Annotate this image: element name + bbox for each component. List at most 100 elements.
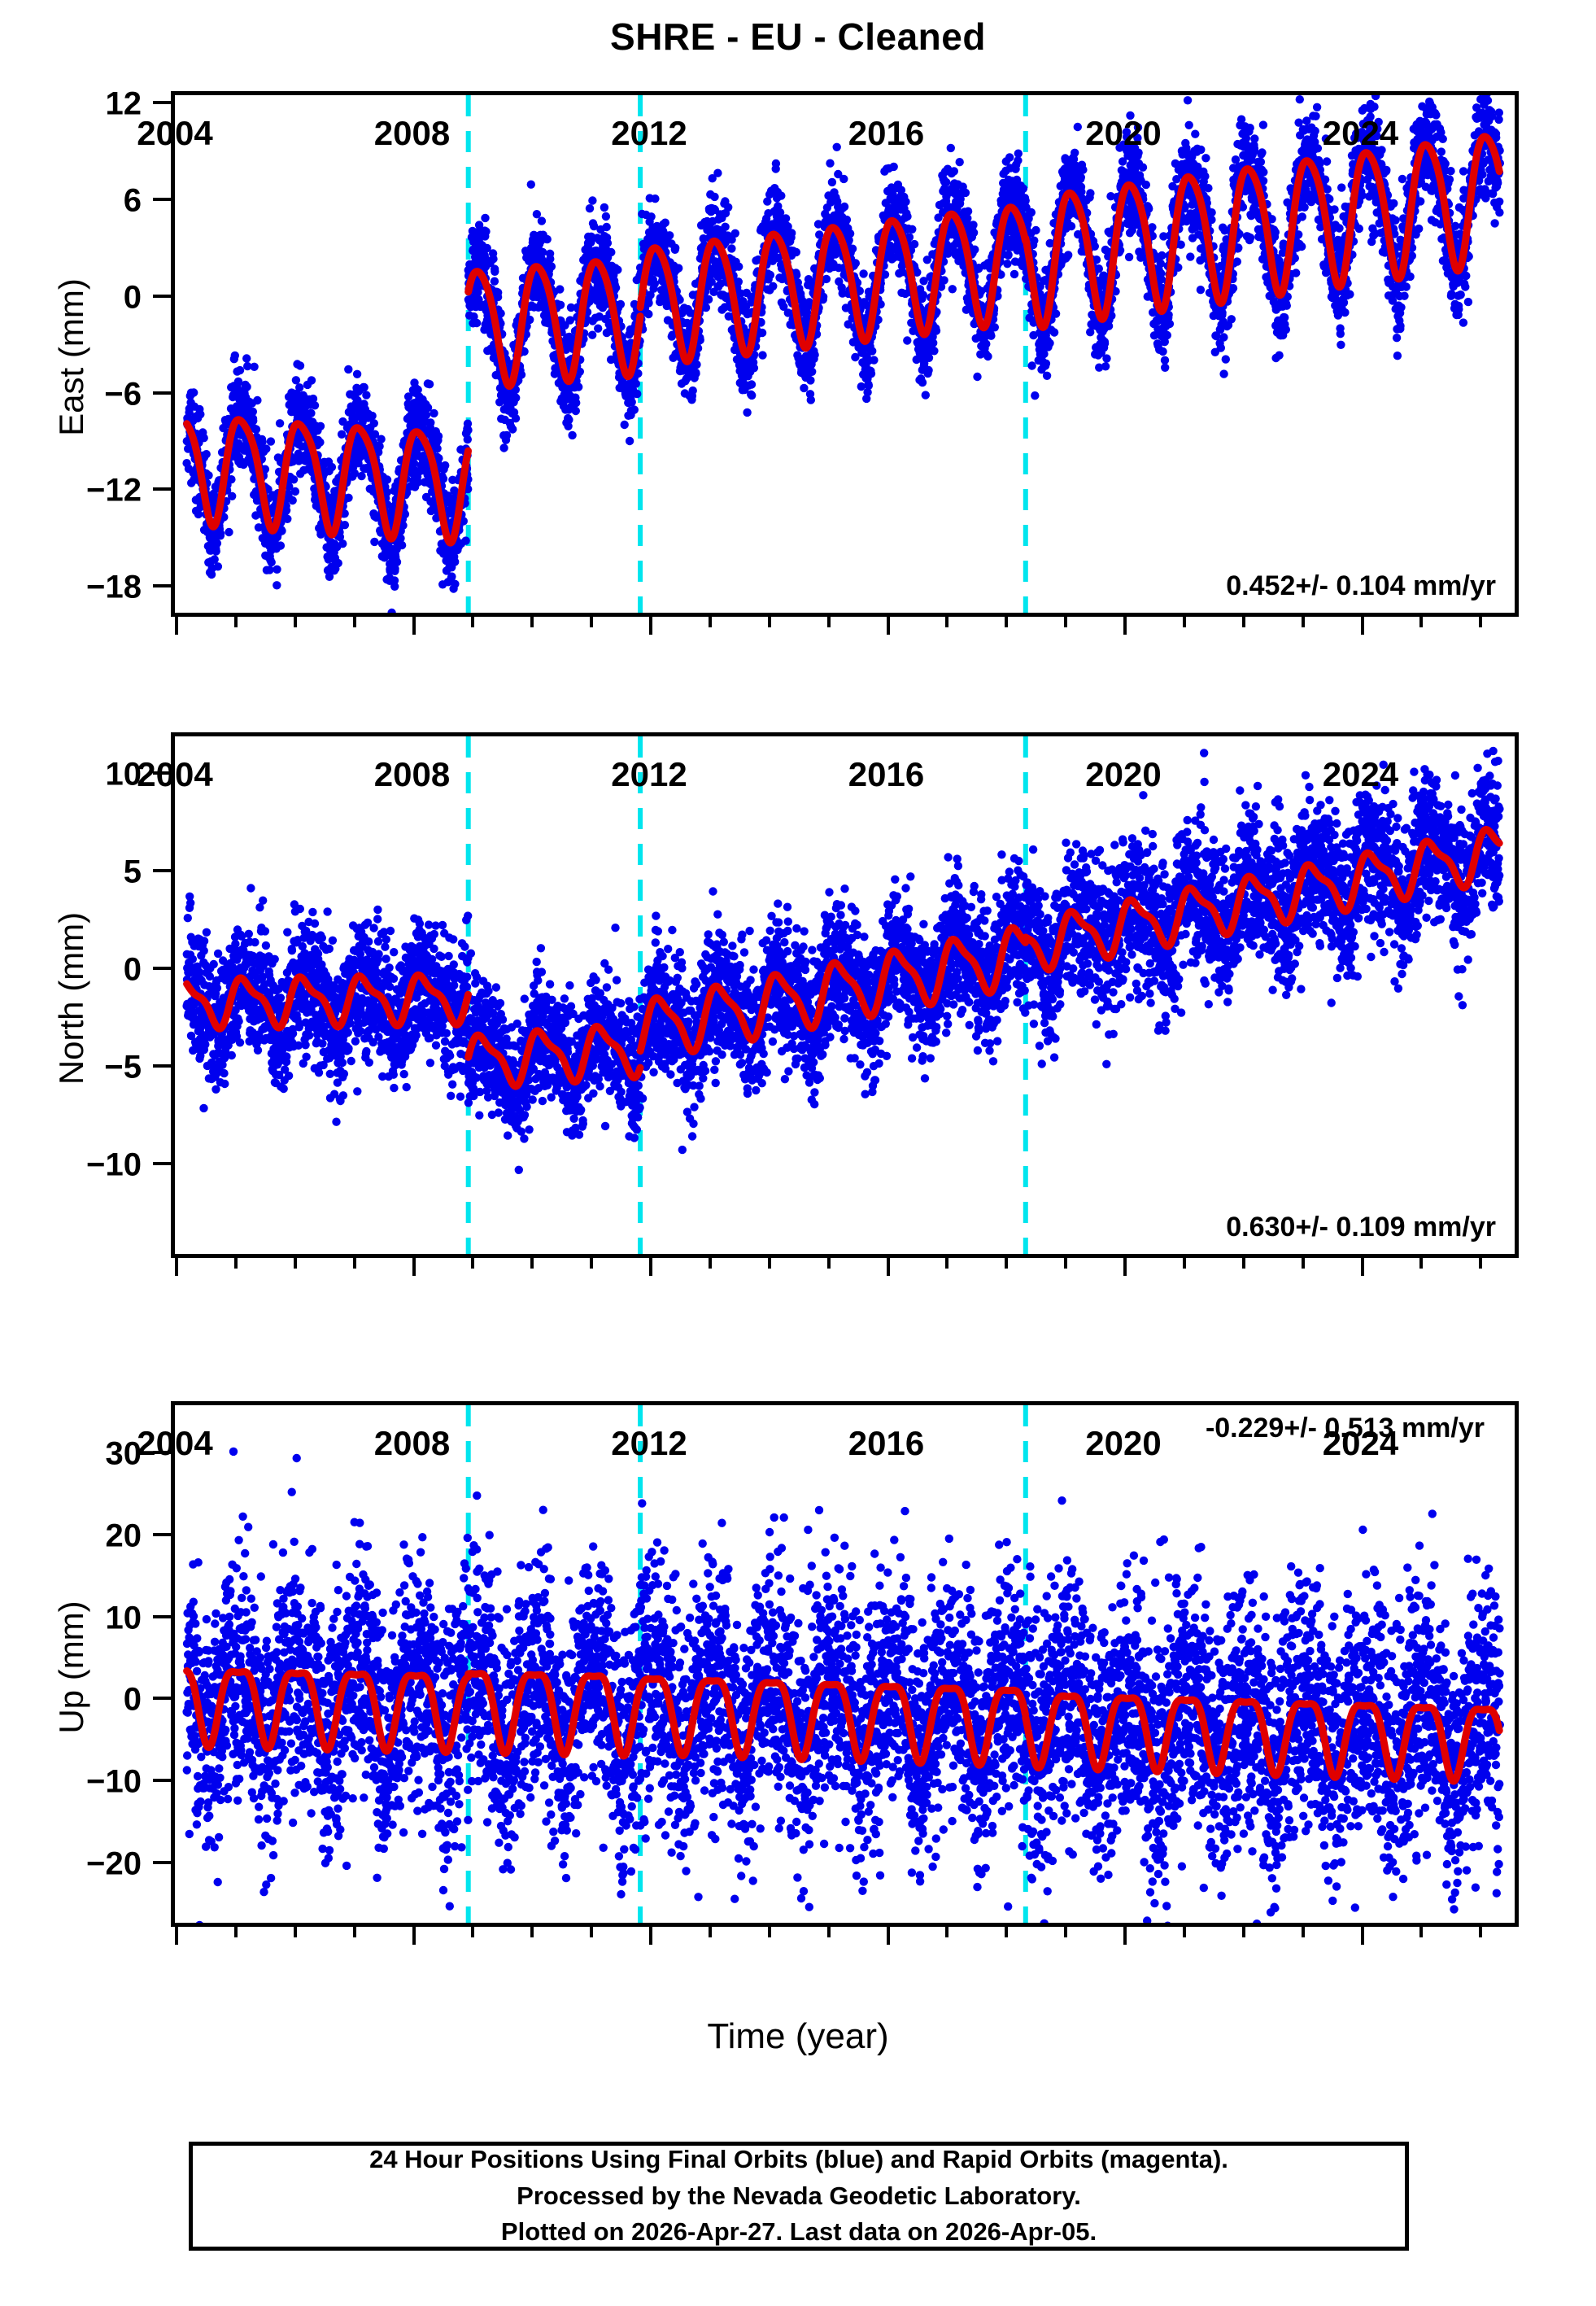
x-tick-label: 2004: [137, 1424, 212, 1463]
x-tick-minor: [293, 617, 297, 627]
y-tick: −12: [86, 473, 171, 509]
y-tick: −10: [86, 1147, 171, 1183]
x-tick-minor: [826, 1258, 831, 1269]
x-tick-label: 2008: [374, 114, 450, 153]
panel-up-frame: [171, 1401, 1519, 1927]
y-tick: 10: [106, 757, 171, 793]
y-tick: −6: [104, 376, 171, 412]
x-tick-minor: [1419, 1258, 1424, 1269]
x-tick-minor: [1479, 617, 1483, 627]
panel-north-canvas: [175, 736, 1515, 1254]
y-tick-label: 6: [124, 182, 142, 219]
x-tick-minor: [590, 1927, 594, 1937]
up-plot-svg: [182, 1405, 1505, 1923]
x-tick-minor: [1064, 617, 1068, 627]
x-tick-minor: [1064, 1258, 1068, 1269]
y-tick: 10: [106, 1600, 171, 1636]
x-tick-minor: [708, 1927, 712, 1937]
x-tick-label: 2016: [848, 114, 924, 153]
y-tick: −5: [104, 1050, 171, 1085]
x-tick-label: 2004: [137, 114, 212, 153]
x-tick-minor: [945, 1927, 949, 1937]
north-axis-label: North (mm): [52, 876, 91, 1120]
x-tick-minor: [708, 1258, 712, 1269]
x-tick-minor: [1005, 1927, 1009, 1937]
up-rate-annotation: -0.229+/- 0.513 mm/yr: [1206, 1413, 1485, 1444]
x-tick: [412, 1927, 416, 1945]
x-tick-label: 2004: [137, 755, 212, 794]
x-tick-minor: [1241, 617, 1245, 627]
x-tick: [1123, 1927, 1127, 1945]
x-tick-minor: [1419, 617, 1424, 627]
x-tick-minor: [590, 617, 594, 627]
x-tick-minor: [233, 617, 238, 627]
page-title: SHRE - EU - Cleaned: [0, 15, 1596, 59]
x-tick-label: 2012: [611, 755, 687, 794]
x-tick-label: 2016: [848, 1424, 924, 1463]
panel-north-frame: [171, 732, 1519, 1258]
y-tick-label: 10: [106, 757, 142, 793]
x-tick-minor: [471, 1927, 475, 1937]
x-tick-minor: [471, 1258, 475, 1269]
panel-east-frame: [171, 91, 1519, 617]
y-tick: 0: [124, 279, 171, 315]
x-tick-label: 2024: [1323, 755, 1398, 794]
y-tick-label: −20: [86, 1846, 142, 1883]
x-tick-minor: [233, 1258, 238, 1269]
y-tick-label: −5: [104, 1050, 142, 1086]
x-tick: [412, 617, 416, 635]
x-tick-label: 2008: [374, 755, 450, 794]
x-tick-minor: [1241, 1258, 1245, 1269]
caption-line-3: Plotted on 2026-Apr-27. Last data on 202…: [501, 2214, 1097, 2251]
y-tick: −20: [86, 1846, 171, 1882]
y-tick-label: 0: [124, 279, 142, 316]
panel-up-canvas: [175, 1405, 1515, 1923]
up-axis-label: Up (mm): [52, 1545, 91, 1789]
x-tick-minor: [1241, 1927, 1245, 1937]
caption-box: 24 Hour Positions Using Final Orbits (bl…: [189, 2142, 1409, 2251]
x-tick-minor: [352, 1927, 356, 1937]
y-tick-label: −18: [86, 570, 142, 606]
y-tick-label: 0: [124, 952, 142, 989]
x-tick-minor: [1419, 1927, 1424, 1937]
x-tick: [1123, 617, 1127, 635]
x-tick-minor: [1005, 617, 1009, 627]
y-tick: 0: [124, 952, 171, 988]
y-tick-label: −10: [86, 1764, 142, 1801]
y-tick-label: −10: [86, 1147, 142, 1184]
x-tick: [886, 1258, 890, 1276]
x-tick: [886, 617, 890, 635]
y-tick-label: −6: [104, 376, 142, 413]
x-tick-minor: [767, 617, 771, 627]
panel-east: 12 6 0 −6 −12 −18 2004 2008 2012 2016 2020 2024 0.4…: [86, 85, 1519, 635]
y-tick-label: 10: [106, 1600, 142, 1636]
y-tick-label: 5: [124, 854, 142, 891]
x-tick-minor: [826, 617, 831, 627]
x-tick-label: 2020: [1085, 1424, 1161, 1463]
y-tick: 6: [124, 182, 171, 218]
panel-north: 10 5 0 −5 −10 2004 2008 2012 2016 2020 2024 0.630+…: [86, 732, 1519, 1276]
y-tick: −10: [86, 1764, 171, 1800]
x-tick-minor: [1479, 1258, 1483, 1269]
x-tick-label: 2024: [1323, 114, 1398, 153]
x-tick-label: 2024: [1323, 1424, 1398, 1463]
x-tick-minor: [767, 1927, 771, 1937]
x-tick-minor: [233, 1927, 238, 1937]
x-tick-minor: [352, 1258, 356, 1269]
caption-line-2: Processed by the Nevada Geodetic Laborat…: [517, 2178, 1081, 2215]
north-rate-annotation: 0.630+/- 0.109 mm/yr: [1226, 1212, 1496, 1243]
y-tick: 0: [124, 1682, 171, 1718]
y-tick: 20: [106, 1518, 171, 1553]
x-tick-minor: [767, 1258, 771, 1269]
x-tick-minor: [1005, 1258, 1009, 1269]
x-tick: [1360, 1927, 1364, 1945]
panel-east-canvas: [175, 95, 1515, 613]
x-tick: [1123, 1258, 1127, 1276]
x-tick: [649, 1258, 652, 1276]
panel-up: 30 20 10 0 −10 −20 2004 2008 2012 2016 2020 2024 -0…: [86, 1401, 1519, 1945]
y-tick-label: 12: [106, 85, 142, 122]
x-tick-minor: [1182, 1927, 1186, 1937]
north-plot-svg: [182, 736, 1504, 1254]
x-tick-minor: [1301, 617, 1305, 627]
x-tick: [175, 1927, 178, 1945]
